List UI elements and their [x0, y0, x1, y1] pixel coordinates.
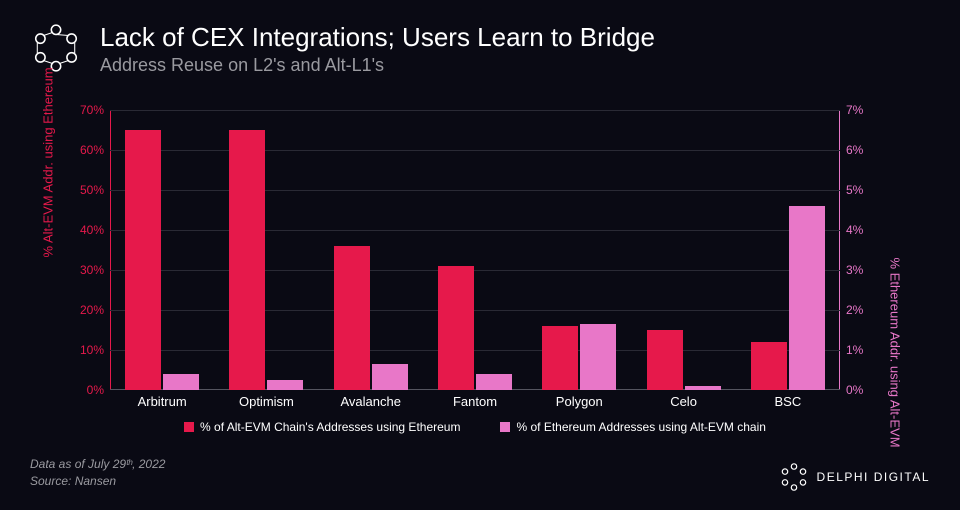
x-tick-label: BSC: [774, 394, 801, 409]
y-tick-left: 40%: [80, 223, 104, 237]
y-tick-left: 10%: [80, 343, 104, 357]
x-tick-label: Arbitrum: [138, 394, 187, 409]
delphi-logo-icon: [30, 22, 82, 74]
axis-line-left: [110, 110, 111, 390]
bar-series2: [372, 364, 408, 390]
axis-line-right: [839, 110, 840, 390]
y-axis-left: 0%10%20%30%40%50%60%70%: [70, 110, 110, 390]
bar-group: [647, 330, 721, 390]
x-tick-label: Fantom: [453, 394, 497, 409]
y-tick-right: 0%: [846, 383, 863, 397]
y-axis-right-label: % Ethereum Addr. using Alt-EVM: [888, 258, 903, 448]
bar-series2: [685, 386, 721, 390]
y-tick-right: 3%: [846, 263, 863, 277]
bar-group: [334, 246, 408, 390]
footer-attribution: Data as of July 29ᵗʰ, 2022 Source: Nanse…: [30, 456, 165, 490]
bar-series1: [542, 326, 578, 390]
bar-series2: [580, 324, 616, 390]
bar-series1: [334, 246, 370, 390]
page-subtitle: Address Reuse on L2's and Alt-L1's: [100, 55, 655, 76]
y-tick-left: 20%: [80, 303, 104, 317]
chart-legend: % of Alt-EVM Chain's Addresses using Eth…: [110, 420, 840, 434]
gridline: [110, 150, 840, 151]
footer-source: Source: Nansen: [30, 473, 165, 490]
bar-group: [542, 324, 616, 390]
gridline: [110, 110, 840, 111]
legend-label-series2: % of Ethereum Addresses using Alt-EVM ch…: [516, 420, 765, 434]
bar-group: [438, 266, 512, 390]
bar-group: [751, 206, 825, 390]
title-block: Lack of CEX Integrations; Users Learn to…: [100, 22, 655, 76]
x-tick-label: Optimism: [239, 394, 294, 409]
footer-brand-text: DELPHI DIGITAL: [817, 470, 930, 484]
legend-label-series1: % of Alt-EVM Chain's Addresses using Eth…: [200, 420, 460, 434]
x-axis-labels: Arbitrum Optimism Avalanche Fantom Polygon Ce…: [110, 394, 840, 414]
legend-item-series2: % of Ethereum Addresses using Alt-EVM ch…: [500, 420, 765, 434]
y-tick-left: 0%: [87, 383, 104, 397]
delphi-logo-small-icon: [779, 462, 809, 492]
x-tick-label: Avalanche: [340, 394, 400, 409]
y-axis-left-label: % Alt-EVM Addr. using Ethereum: [41, 67, 56, 257]
legend-item-series1: % of Alt-EVM Chain's Addresses using Eth…: [184, 420, 460, 434]
bar-series2: [267, 380, 303, 390]
page-title: Lack of CEX Integrations; Users Learn to…: [100, 22, 655, 53]
y-tick-right: 7%: [846, 103, 863, 117]
y-tick-right: 4%: [846, 223, 863, 237]
bar-group: [125, 130, 199, 390]
y-axis-right: 0%1%2%3%4%5%6%7%: [840, 110, 880, 390]
bar-series1: [647, 330, 683, 390]
bar-series2: [163, 374, 199, 390]
y-tick-right: 6%: [846, 143, 863, 157]
bar-series2: [789, 206, 825, 390]
legend-swatch-red: [184, 422, 194, 432]
bar-series2: [476, 374, 512, 390]
y-tick-left: 60%: [80, 143, 104, 157]
y-tick-right: 2%: [846, 303, 863, 317]
y-tick-left: 70%: [80, 103, 104, 117]
y-tick-left: 30%: [80, 263, 104, 277]
footer-date: Data as of July 29ᵗʰ, 2022: [30, 456, 165, 473]
x-tick-label: Celo: [670, 394, 697, 409]
bar-series1: [125, 130, 161, 390]
bar-series1: [229, 130, 265, 390]
y-tick-left: 50%: [80, 183, 104, 197]
x-tick-label: Polygon: [556, 394, 603, 409]
header: Lack of CEX Integrations; Users Learn to…: [0, 0, 960, 76]
bar-series1: [438, 266, 474, 390]
gridline: [110, 190, 840, 191]
chart-plot-area: [110, 110, 840, 390]
y-tick-right: 1%: [846, 343, 863, 357]
y-tick-right: 5%: [846, 183, 863, 197]
gridline: [110, 230, 840, 231]
bar-series1: [751, 342, 787, 390]
bar-group: [229, 130, 303, 390]
footer-brand: DELPHI DIGITAL: [779, 462, 930, 492]
legend-swatch-pink: [500, 422, 510, 432]
